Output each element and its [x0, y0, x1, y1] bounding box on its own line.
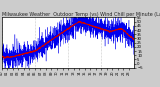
Text: Milwaukee Weather  Outdoor Temp (vs) Wind Chill per Minute (Last 24 Hours): Milwaukee Weather Outdoor Temp (vs) Wind… — [2, 12, 160, 17]
